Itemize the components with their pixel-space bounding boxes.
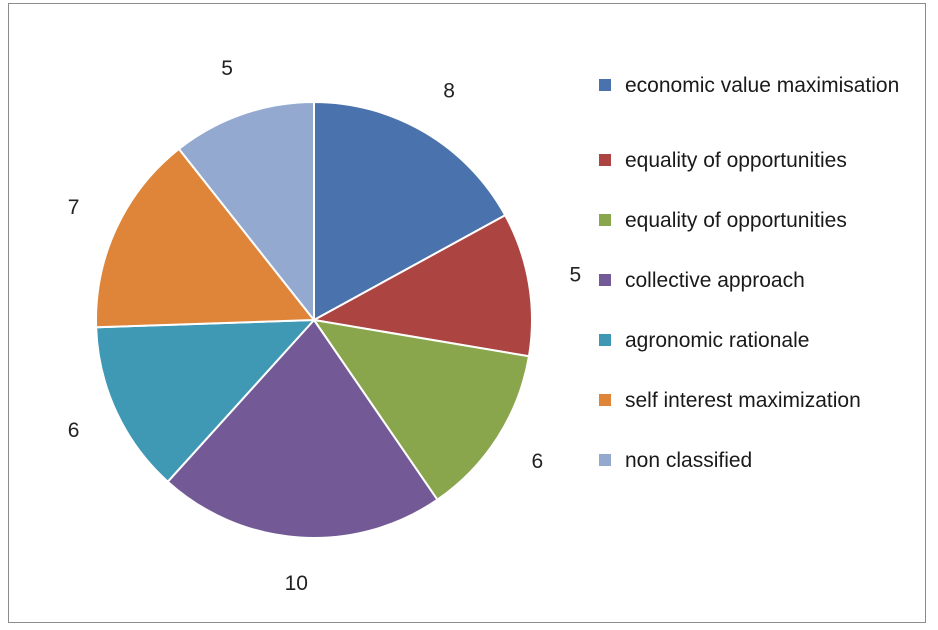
legend-swatch <box>599 214 611 226</box>
legend-label: agronomic rationale <box>625 329 810 352</box>
legend-swatch <box>599 334 611 346</box>
pie-slice <box>310 213 533 358</box>
pie-chart: 8 5 6 10 6 7 5 <box>68 57 581 595</box>
legend-label: equality of opportunities <box>625 149 847 172</box>
pie-data-label: 6 <box>532 450 544 473</box>
legend-item: agronomic rationale <box>599 327 905 355</box>
pie-slices <box>95 100 533 539</box>
pie-data-label: 6 <box>68 419 80 442</box>
legend-item: collective approach <box>599 267 905 295</box>
pie-slice <box>313 100 507 322</box>
chart-frame: 8 5 6 10 6 7 5 economic value maximisation equa… <box>8 3 926 623</box>
pie-data-label: 5 <box>221 57 233 80</box>
legend-swatch <box>599 394 611 406</box>
legend-label: collective approach <box>625 269 805 292</box>
legend-item: economic value maximisation <box>599 72 905 100</box>
pie-data-label: 8 <box>443 80 455 103</box>
legend-swatch <box>599 274 611 286</box>
pie-data-label: 7 <box>68 196 80 219</box>
legend-label: non classified <box>625 449 753 472</box>
legend-item: equality of opportunities <box>599 207 905 235</box>
pie-slice <box>95 147 317 329</box>
legend-item: self interest maximization <box>599 387 905 415</box>
legend-item: equality of opportunities <box>599 147 905 175</box>
legend-item: non classified <box>599 447 905 475</box>
legend-label: equality of opportunities <box>625 209 847 232</box>
legend-swatch <box>599 454 611 466</box>
pie-data-label: 10 <box>285 572 308 595</box>
legend-label: self interest maximization <box>625 389 861 412</box>
legend-label: economic value maximisation <box>625 74 900 97</box>
pie-data-label: 5 <box>569 263 581 286</box>
pie-data-labels: 8 5 6 10 6 7 5 <box>68 57 581 595</box>
pie-slice <box>95 318 317 484</box>
pie-slice <box>177 100 315 323</box>
legend-swatch <box>599 79 611 91</box>
pie-slice <box>311 318 531 502</box>
legend-swatch <box>599 154 611 166</box>
pie-slice <box>166 318 439 539</box>
